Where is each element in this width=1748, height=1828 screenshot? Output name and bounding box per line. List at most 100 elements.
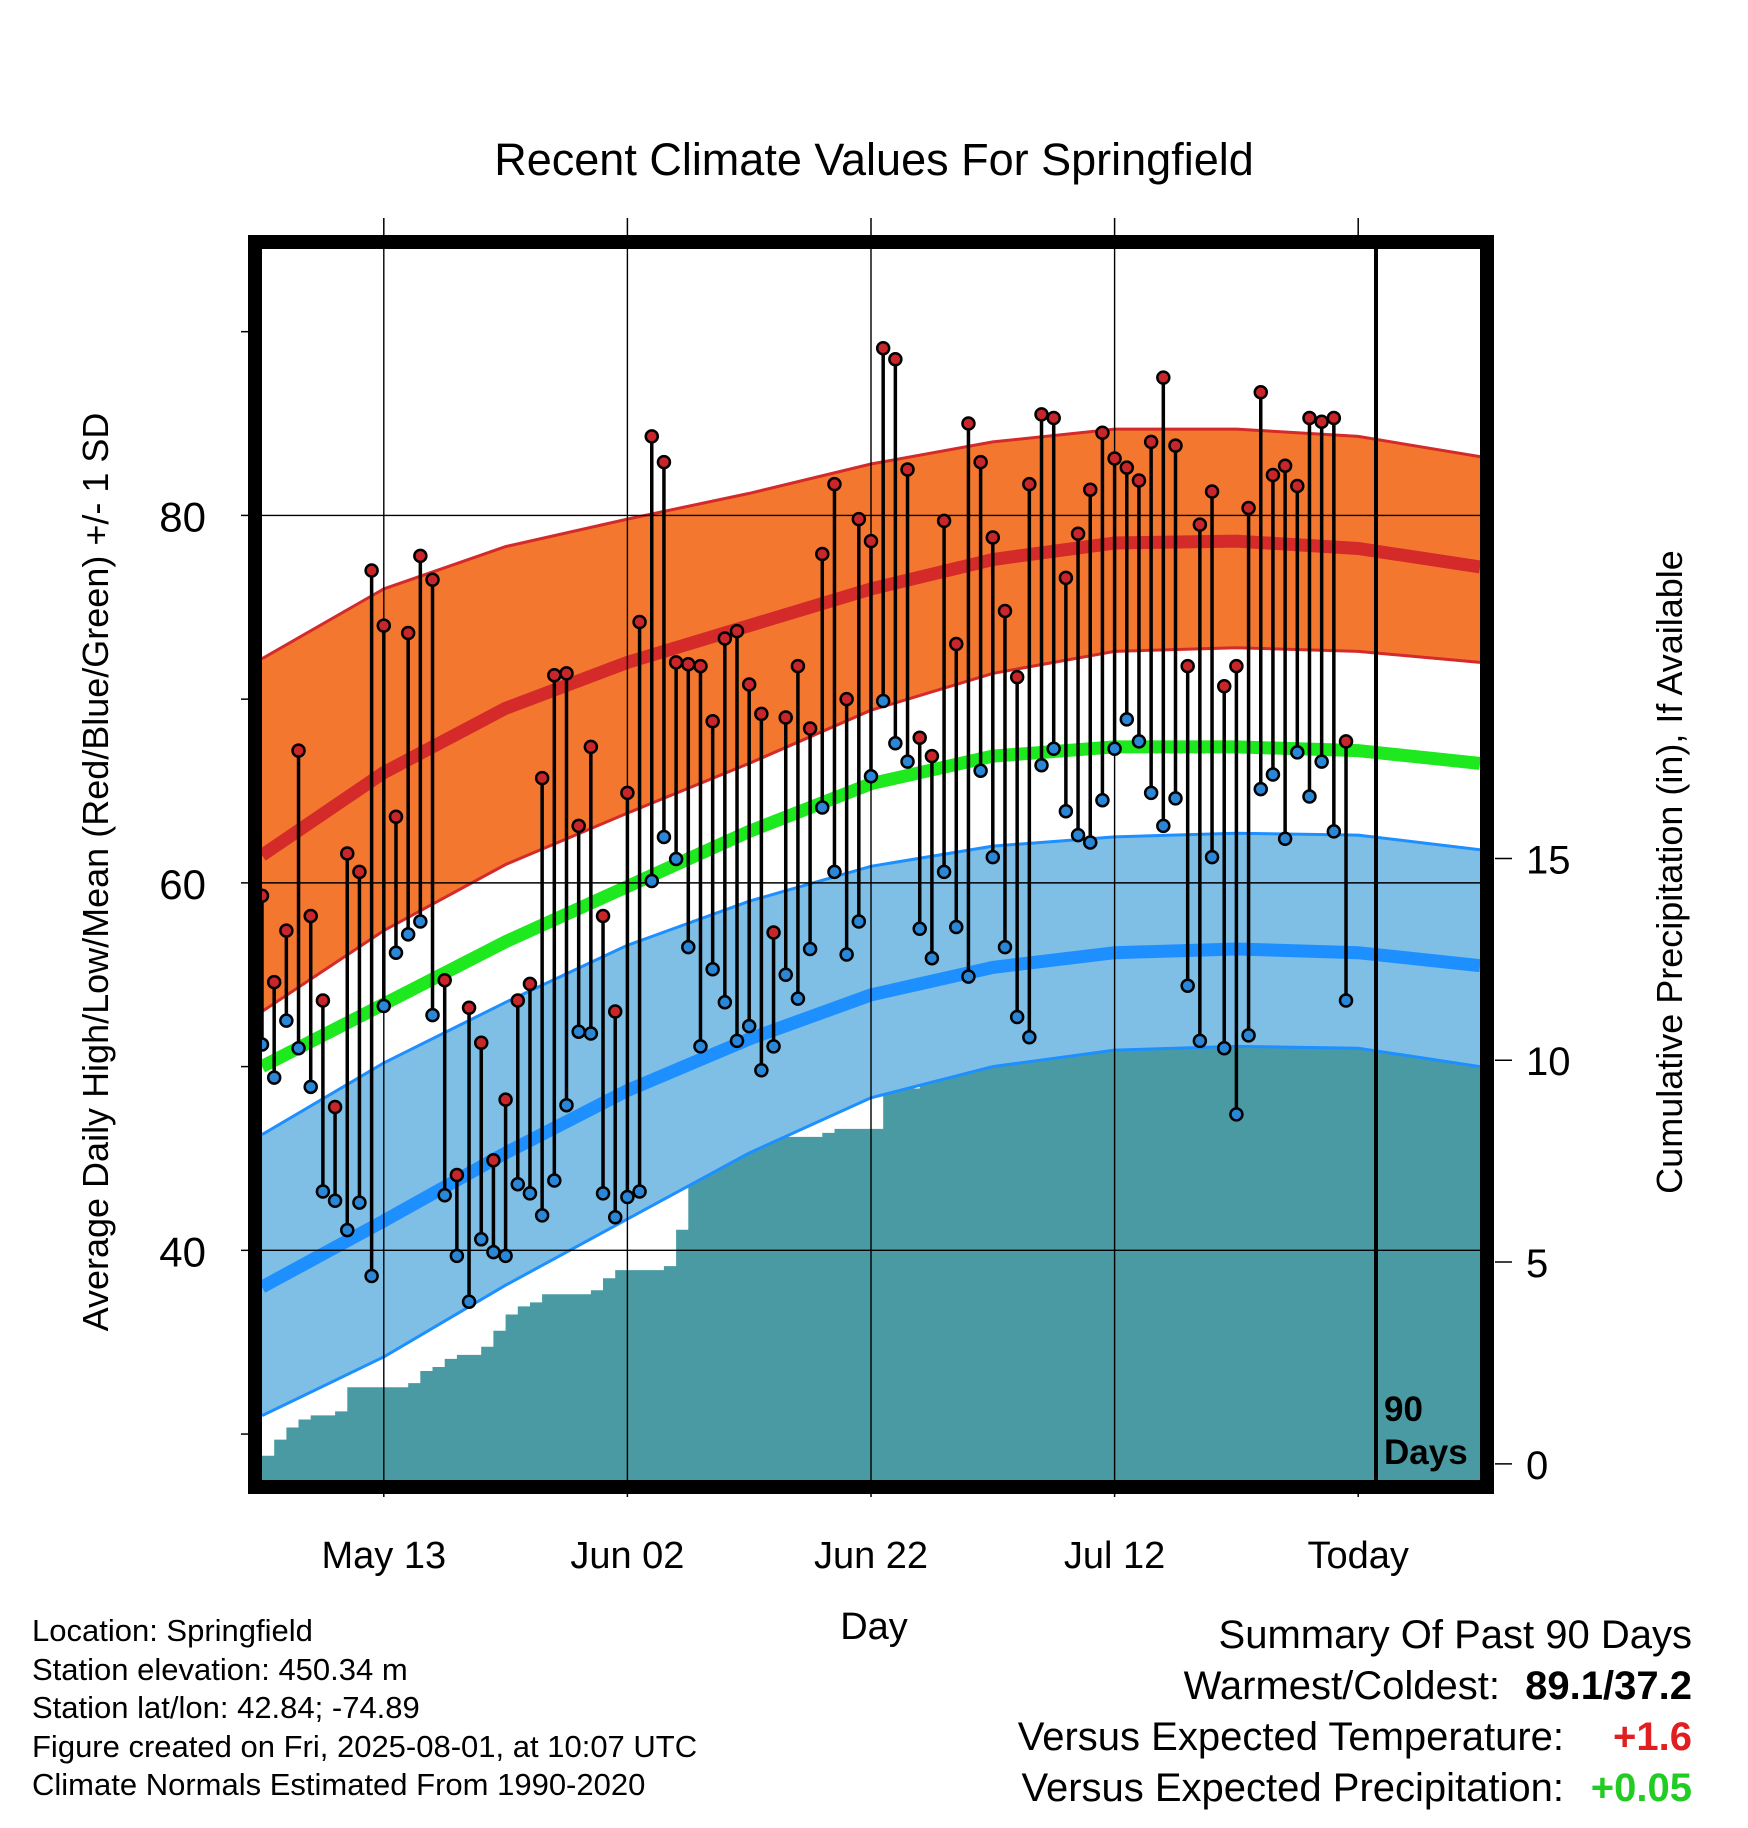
daily-low-point <box>802 941 818 957</box>
daily-high-point <box>681 656 696 672</box>
x-tick-label: Today <box>1307 1535 1408 1577</box>
daily-low-point <box>693 1039 708 1054</box>
daily-low-point <box>437 1187 452 1203</box>
daily-high-point <box>644 429 660 444</box>
daily-low-point <box>1046 741 1061 756</box>
daily-values-layer <box>262 340 1354 1310</box>
daily-low-point <box>924 950 940 966</box>
daily-high-point <box>705 713 720 729</box>
daily-low-point <box>364 1268 379 1284</box>
daily-low-point <box>839 947 854 962</box>
daily-high-point <box>279 923 294 938</box>
daily-high-point <box>1119 460 1135 475</box>
daily-low-point <box>681 939 696 955</box>
daily-low-point <box>595 1186 611 1201</box>
elevation-text: Station elevation: 450.34 m <box>32 1651 408 1687</box>
daily-high-point <box>1143 434 1159 450</box>
daily-high-point <box>327 1099 343 1115</box>
summary-warmest-coldest-row: Warmest/Coldest: 89.1/37.2 <box>1018 1661 1692 1712</box>
daily-high-point <box>461 1000 477 1016</box>
daily-high-point <box>1241 500 1256 516</box>
daily-high-point <box>315 993 331 1008</box>
daily-low-point <box>997 939 1013 955</box>
daily-low-point <box>620 1189 635 1205</box>
daily-high-point <box>437 973 452 988</box>
daily-high-point <box>486 1153 501 1168</box>
daily-high-point <box>778 710 793 725</box>
daily-high-point <box>1046 410 1061 426</box>
daily-low-point <box>315 1184 331 1199</box>
daily-high-point <box>340 846 355 861</box>
daily-low-point <box>778 967 793 982</box>
daily-high-point <box>364 563 379 578</box>
daily-low-point <box>900 754 915 769</box>
daily-low-point <box>1143 785 1159 801</box>
daily-low-point <box>291 1040 306 1056</box>
daily-low-point <box>632 1184 647 1199</box>
x-axis-label: Day <box>840 1606 908 1648</box>
daily-high-point <box>1009 669 1025 685</box>
daily-high-point <box>851 511 867 527</box>
daily-low-point <box>754 1063 769 1078</box>
daily-low-point <box>1034 758 1049 773</box>
daily-high-point <box>510 993 526 1008</box>
daily-low-point <box>973 763 988 779</box>
normals-text: Climate Normals Estimated From 1990-2020 <box>32 1767 646 1802</box>
daily-low-point <box>340 1222 355 1238</box>
daily-low-point <box>851 914 867 929</box>
y-tick-label: 80 <box>159 493 206 540</box>
daily-high-point <box>1034 407 1049 422</box>
daily-high-point <box>1095 425 1110 440</box>
daily-low-point <box>790 991 806 1006</box>
daily-high-point <box>766 925 781 940</box>
warmest-coldest-label: Warmest/Coldest: <box>1183 1664 1500 1708</box>
daily-low-point <box>1314 754 1329 769</box>
daily-high-point <box>802 721 818 736</box>
daily-low-point <box>912 921 927 937</box>
axes-layer: 80 60 40 May 13 Jun 02 Jun 22 Jul 12 Today 15 10 5… <box>159 218 1571 1577</box>
daily-low-point <box>741 1018 757 1034</box>
daily-low-point <box>717 995 733 1010</box>
daily-low-point <box>1009 1009 1025 1025</box>
daily-low-point <box>1326 824 1342 839</box>
daily-low-point <box>1082 835 1098 850</box>
daily-low-point <box>1229 1107 1244 1122</box>
daily-high-point <box>1265 467 1281 483</box>
daily-low-point <box>498 1248 513 1264</box>
location-text: Location: Springfield <box>32 1613 313 1648</box>
daily-low-point <box>644 873 660 889</box>
daily-low-point <box>815 800 830 815</box>
daily-high-point <box>668 655 684 670</box>
daily-high-point <box>1216 679 1232 694</box>
daily-low-point <box>262 1037 270 1052</box>
daily-low-point <box>510 1176 526 1192</box>
daily-high-point <box>741 677 757 692</box>
y2-tick-label: 0 <box>1526 1444 1548 1488</box>
daily-low-point <box>1168 791 1183 806</box>
daily-low-point <box>303 1079 318 1095</box>
daily-low-point <box>486 1244 501 1260</box>
daily-low-point <box>449 1248 465 1264</box>
daily-high-point <box>1290 478 1305 494</box>
daily-low-point <box>547 1173 562 1188</box>
daily-low-point <box>388 945 404 960</box>
station-info: Location: Springfield Station elevation:… <box>32 1612 697 1805</box>
created-text: Figure created on Fri, 2025-08-01, at 10… <box>32 1728 698 1764</box>
daily-low-point <box>1338 993 1354 1008</box>
daily-low-point <box>1119 712 1135 727</box>
daily-high-point <box>607 1004 623 1019</box>
daily-high-point <box>1192 517 1208 532</box>
daily-high-point <box>1302 410 1317 426</box>
daily-low-point <box>571 1024 586 1039</box>
daily-high-point <box>900 462 915 477</box>
daily-high-point <box>400 625 416 641</box>
daily-low-point <box>522 1186 538 1201</box>
daily-high-point <box>620 785 635 801</box>
daily-low-point <box>559 1097 574 1113</box>
daily-low-point <box>875 693 891 709</box>
daily-high-point <box>1022 476 1037 492</box>
chart-title: Recent Climate Values For Springfield <box>494 134 1254 185</box>
daily-low-point <box>827 864 842 880</box>
daily-high-point <box>1058 570 1074 586</box>
